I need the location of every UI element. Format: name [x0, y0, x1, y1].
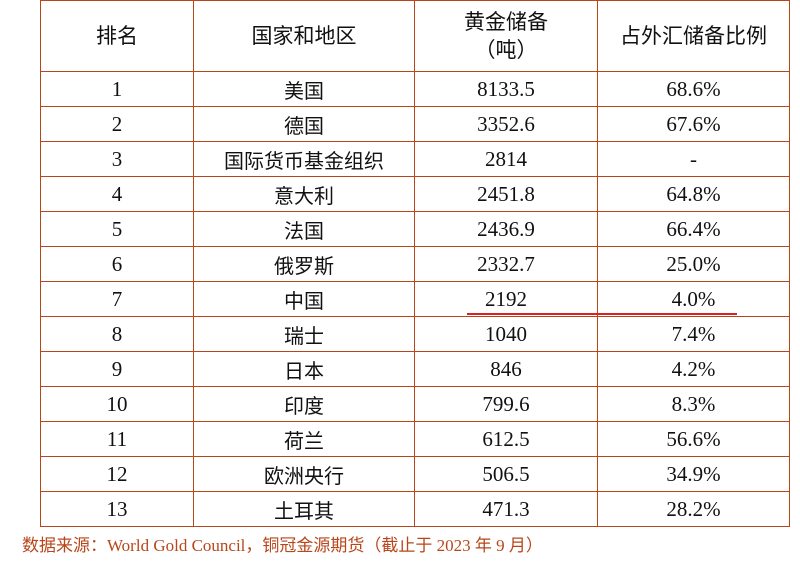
cell-ratio: 66.4% [597, 211, 790, 247]
cell-ratio: 28.2% [597, 491, 790, 527]
source-note: 数据来源：World Gold Council，铜冠金源期货（截止于 2023 … [22, 536, 543, 555]
cell-rank: 4 [40, 176, 194, 212]
cell-reserve: 2814 [414, 141, 598, 177]
cell-reserve: 1040 [414, 316, 598, 352]
header-reserve-line2: （吨） [474, 38, 538, 62]
header-ratio: 占外汇储备比例 [597, 0, 790, 72]
cell-reserve: 8133.5 [414, 71, 598, 107]
cell-ratio: 68.6% [597, 71, 790, 107]
cell-reserve: 799.6 [414, 386, 598, 422]
cell-rank: 12 [40, 456, 194, 492]
table-body: 1 美国 8133.5 68.6% 2 德国 3352.6 67.6% 3 国际货币基金组织 281… [40, 71, 790, 527]
cell-reserve: 2192 [414, 281, 598, 317]
cell-ratio: 8.3% [597, 386, 790, 422]
cell-ratio: 4.2% [597, 351, 790, 387]
cell-country: 瑞士 [193, 316, 415, 352]
highlight-underline [467, 313, 737, 315]
cell-ratio: 7.4% [597, 316, 790, 352]
table-row: 9 日本 846 4.2% [40, 351, 790, 387]
cell-country: 荷兰 [193, 421, 415, 457]
cell-reserve: 612.5 [414, 421, 598, 457]
cell-reserve: 506.5 [414, 456, 598, 492]
cell-ratio: 25.0% [597, 246, 790, 282]
cell-country: 德国 [193, 106, 415, 142]
cell-rank: 8 [40, 316, 194, 352]
cell-ratio: 34.9% [597, 456, 790, 492]
cell-reserve: 846 [414, 351, 598, 387]
cell-rank: 1 [40, 71, 194, 107]
cell-ratio: 56.6% [597, 421, 790, 457]
cell-rank: 13 [40, 491, 194, 527]
table-header-row: 排名 国家和地区 黄金储备 （吨） 占外汇储备比例 [40, 0, 790, 72]
cell-ratio: 67.6% [597, 106, 790, 142]
table-row: 5 法国 2436.9 66.4% [40, 211, 790, 247]
cell-reserve: 2332.7 [414, 246, 598, 282]
cell-ratio: 64.8% [597, 176, 790, 212]
table-row: 10 印度 799.6 8.3% [40, 386, 790, 422]
cell-reserve: 471.3 [414, 491, 598, 527]
table-row: 13 土耳其 471.3 28.2% [40, 491, 790, 527]
header-reserve: 黄金储备 （吨） [414, 0, 598, 72]
cell-rank: 5 [40, 211, 194, 247]
header-country: 国家和地区 [193, 0, 415, 72]
cell-reserve: 3352.6 [414, 106, 598, 142]
cell-country: 中国 [193, 281, 415, 317]
cell-country: 法国 [193, 211, 415, 247]
gold-reserves-table: 排名 国家和地区 黄金储备 （吨） 占外汇储备比例 1 美国 8133.5 68.6%… [40, 0, 790, 527]
gold-reserves-table-wrapper: 排名 国家和地区 黄金储备 （吨） 占外汇储备比例 1 美国 8133.5 68.6%… [40, 0, 790, 527]
table-row: 12 欧洲央行 506.5 34.9% [40, 456, 790, 492]
cell-country: 印度 [193, 386, 415, 422]
table-row: 8 瑞士 1040 7.4% [40, 316, 790, 352]
table-row: 1 美国 8133.5 68.6% [40, 71, 790, 107]
table-row: 2 德国 3352.6 67.6% [40, 106, 790, 142]
cell-rank: 3 [40, 141, 194, 177]
table-row: 4 意大利 2451.8 64.8% [40, 176, 790, 212]
cell-country: 国际货币基金组织 [193, 141, 415, 177]
cell-rank: 7 [40, 281, 194, 317]
cell-country: 美国 [193, 71, 415, 107]
header-reserve-line1: 黄金储备 [464, 10, 548, 34]
cell-rank: 10 [40, 386, 194, 422]
table-row: 7 中国 2192 4.0% [40, 281, 790, 317]
cell-country: 日本 [193, 351, 415, 387]
cell-country: 土耳其 [193, 491, 415, 527]
cell-country: 俄罗斯 [193, 246, 415, 282]
cell-country: 欧洲央行 [193, 456, 415, 492]
cell-rank: 2 [40, 106, 194, 142]
cell-reserve: 2436.9 [414, 211, 598, 247]
table-row: 3 国际货币基金组织 2814- [40, 141, 790, 177]
table-row: 6 俄罗斯 2332.7 25.0% [40, 246, 790, 282]
cell-rank: 6 [40, 246, 194, 282]
cell-rank: 11 [40, 421, 194, 457]
cell-ratio: - [597, 141, 790, 177]
header-rank: 排名 [40, 0, 194, 72]
cell-rank: 9 [40, 351, 194, 387]
cell-country: 意大利 [193, 176, 415, 212]
cell-ratio: 4.0% [597, 281, 790, 317]
table-row: 11 荷兰 612.5 56.6% [40, 421, 790, 457]
cell-reserve: 2451.8 [414, 176, 598, 212]
